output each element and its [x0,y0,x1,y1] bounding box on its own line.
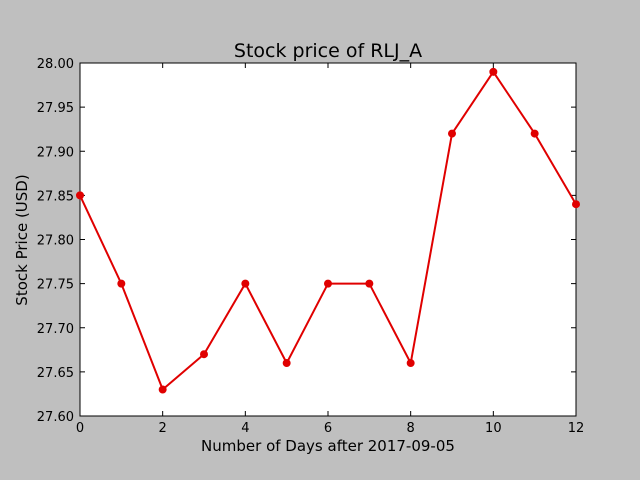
y-tick-label: 28.00 [37,57,74,72]
y-tick-label: 27.60 [37,410,74,425]
data-point [200,350,208,359]
data-point [76,191,84,200]
data-point [448,129,456,138]
data-point [158,385,167,394]
y-tick-label: 27.70 [37,322,74,337]
x-tick-label: 6 [324,421,332,436]
plot-area [79,62,577,417]
x-tick-label: 4 [241,421,249,436]
axis-ticks: 0 2 4 6 8 10 12 27.60 27.65 27.70 27.75 27.80 27.85 2… [37,57,584,436]
y-tick-label: 27.90 [37,145,74,160]
x-tick-label: 8 [407,421,415,436]
y-tick-label: 27.75 [37,278,74,293]
x-tick-label: 12 [568,421,585,436]
x-tick-label: 2 [159,421,167,436]
data-point [117,279,126,288]
data-point [489,67,498,76]
data-point [572,200,580,209]
x-tick-label: 0 [76,421,84,436]
y-tick-label: 27.65 [37,366,74,381]
chart-title: Stock price of RLJ_A [234,40,422,62]
y-tick-label: 27.85 [37,189,74,204]
data-point [530,129,539,138]
y-axis-label: Stock Price (USD) [13,174,31,305]
series-layer [76,67,580,394]
x-axis-label: Number of Days after 2017-09-05 [201,437,455,455]
y-tick-label: 27.80 [37,234,74,249]
data-point [324,279,332,288]
y-tick-label: 27.95 [37,101,74,116]
data-point [365,279,374,288]
data-point [282,359,291,368]
data-point [241,279,250,288]
data-point [406,359,415,368]
x-tick-label: 10 [485,421,502,436]
